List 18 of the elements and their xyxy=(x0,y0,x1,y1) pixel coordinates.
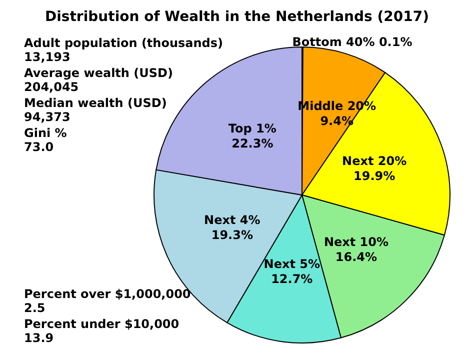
slice-label: Next 4% xyxy=(204,212,260,227)
text: Median wealth (USD) 94,373 xyxy=(24,96,167,124)
text: Percent over $1,000,000 2.5 xyxy=(24,287,191,315)
text: Percent under $10,000 13.9 xyxy=(24,317,180,345)
slice-label: Next 10% xyxy=(324,235,389,250)
slice-label: Bottom 40% 0.1% xyxy=(292,35,412,49)
slice-label: Next 5% xyxy=(264,256,320,271)
data-label: 19.3% xyxy=(211,228,253,242)
text: Average wealth (USD) 204,045 xyxy=(24,66,173,94)
data-label: 12.7% xyxy=(271,272,313,286)
slice-label: Top 1% xyxy=(228,122,276,136)
text: Adult population (thousands) 13,193 xyxy=(24,36,223,64)
chart-title: Distribution of Wealth in the Netherlands (2017) xyxy=(44,9,430,25)
data-label: 22.3% xyxy=(232,136,274,151)
text: Gini % 73.0 xyxy=(24,126,67,154)
data-label: 19.9% xyxy=(354,169,396,184)
data-label: 16.4% xyxy=(335,250,378,264)
slice-label: Next 20% xyxy=(342,154,407,168)
